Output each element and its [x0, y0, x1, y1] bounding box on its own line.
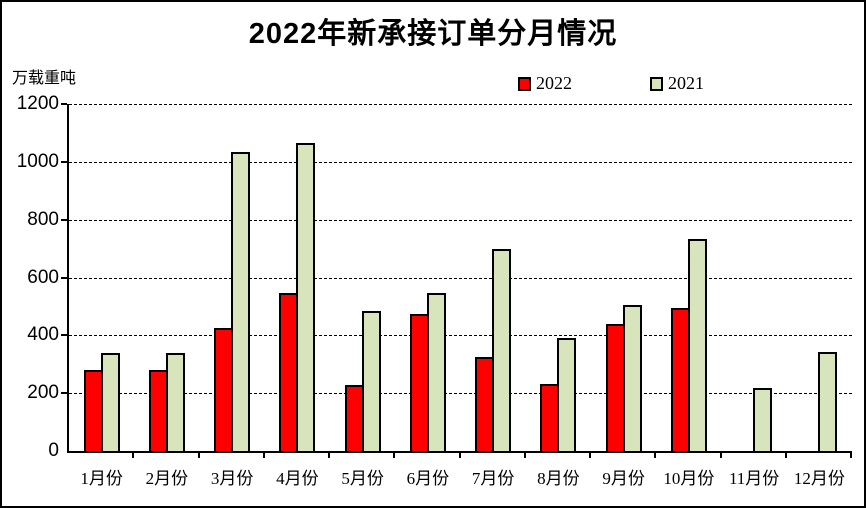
- x-axis-tick-7: [523, 451, 526, 458]
- category-9: [591, 104, 656, 451]
- y-axis-label-800: 800: [27, 208, 59, 230]
- bar-2021-8月份: [557, 338, 577, 451]
- y-axis-label-1000: 1000: [16, 150, 59, 172]
- legend-label-2022: 2022: [536, 73, 572, 93]
- x-axis-label-5: 5月份: [341, 469, 384, 488]
- legend-swatch-icon-2021: [650, 76, 663, 91]
- bar-2021-11月份: [753, 388, 773, 451]
- plot-area: [67, 104, 852, 453]
- category-8: [526, 104, 591, 451]
- legend-label-2021: 2021: [668, 73, 704, 93]
- bar-2021-5月份: [361, 311, 381, 451]
- y-axis-tick-1000: [61, 160, 67, 163]
- y-axis-unit-label: 万载重吨: [12, 70, 77, 87]
- y-axis-tick-200: [61, 392, 67, 395]
- x-axis-label-6: 6月份: [406, 469, 450, 488]
- x-axis-tick-9: [654, 451, 657, 458]
- bar-2021-12月份: [818, 352, 838, 451]
- x-axis-tick-6: [458, 451, 461, 458]
- category-5: [330, 104, 395, 451]
- category-12: [787, 104, 852, 451]
- x-axis-label-2: 2月份: [145, 469, 189, 488]
- legend-swatch-icon-2022: [518, 76, 531, 91]
- x-axis-tick-12: [850, 451, 852, 458]
- x-axis-label-12: 12月份: [793, 469, 845, 488]
- y-axis-label-0: 0: [48, 440, 59, 461]
- x-axis-label-8: 8月份: [537, 469, 580, 488]
- gridline-400: [69, 335, 852, 337]
- bar-2021-7月份: [492, 249, 512, 451]
- x-axis-label-11: 11月份: [728, 469, 780, 488]
- legend-item-2022: 2022: [518, 73, 572, 94]
- x-axis-tick-1: [132, 451, 135, 458]
- bar-2021-6月份: [426, 293, 446, 451]
- x-axis-label-1: 1月份: [80, 469, 123, 488]
- x-axis-tick-10: [719, 451, 722, 458]
- bar-2021-3月份: [231, 152, 251, 451]
- x-axis-tick-2: [197, 451, 200, 458]
- x-axis-tick-3: [262, 451, 265, 458]
- category-6: [395, 104, 460, 451]
- x-axis-label-10: 10月份: [663, 469, 715, 488]
- x-axis-label-3: 3月份: [210, 469, 254, 488]
- chart-title: 2022年新承接订单分月情况: [248, 18, 618, 50]
- x-axis-tick-11: [784, 451, 787, 458]
- bar-2021-4月份: [296, 143, 316, 451]
- y-axis-tick-600: [61, 276, 67, 279]
- category-2: [134, 104, 199, 451]
- gridline-600: [69, 277, 852, 279]
- legend-item-2021: 2021: [650, 73, 704, 94]
- category-7: [461, 104, 526, 451]
- bar-2021-2月份: [165, 353, 185, 451]
- y-axis-label-400: 400: [27, 324, 59, 346]
- x-axis-label-9: 9月份: [602, 469, 645, 488]
- bar-2021-9月份: [622, 305, 642, 451]
- y-axis-label-200: 200: [27, 382, 59, 404]
- y-axis-label-1200: 1200: [16, 93, 59, 114]
- category-10: [656, 104, 721, 451]
- gridline-200: [69, 393, 852, 395]
- gridline-1000: [69, 161, 852, 163]
- category-4: [265, 104, 330, 451]
- bar-2021-1月份: [100, 353, 120, 451]
- y-axis-label-600: 600: [27, 266, 59, 288]
- legend: 2022 2021: [518, 73, 704, 94]
- x-axis-tick-8: [589, 451, 591, 458]
- x-axis-label-4: 4月份: [276, 469, 319, 488]
- y-axis-tick-1200: [61, 103, 67, 105]
- gridline-1200: [69, 104, 852, 105]
- category-1: [69, 104, 134, 451]
- category-11: [722, 104, 787, 451]
- x-axis-tick-4: [328, 451, 330, 458]
- y-axis-tick-800: [61, 218, 67, 221]
- x-axis-label-7: 7月份: [471, 469, 515, 488]
- category-3: [200, 104, 265, 451]
- bar-2021-10月份: [687, 239, 707, 451]
- y-axis-tick-400: [61, 334, 67, 337]
- gridline-800: [69, 219, 852, 221]
- x-axis-tick-5: [393, 451, 396, 458]
